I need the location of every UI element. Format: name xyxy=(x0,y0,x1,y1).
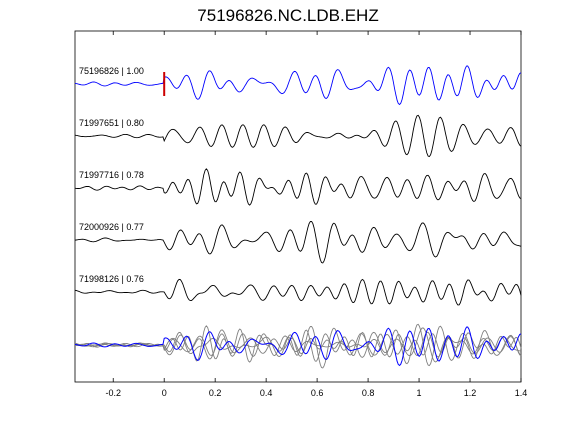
x-tick-label: 0.4 xyxy=(260,388,273,398)
trace-label-72000926: 72000926 | 0.77 xyxy=(79,222,144,232)
plot-frame xyxy=(74,30,522,383)
trace-line-72000926 xyxy=(74,220,522,264)
trace-label-71997651: 71997651 | 0.80 xyxy=(79,118,144,128)
x-tick-label: 0.2 xyxy=(209,388,222,398)
x-tick-label: 1.2 xyxy=(464,388,477,398)
x-tick-label: 0 xyxy=(162,388,167,398)
x-tick-label: 1 xyxy=(417,388,422,398)
trace-line-71998126 xyxy=(74,278,522,306)
stack-trace-71997651 xyxy=(74,323,522,367)
x-tick-label: 1.4 xyxy=(515,388,528,398)
trace-label-75196826: 75196826 | 1.00 xyxy=(79,66,144,76)
traces-layer: 75196826 | 1.00 71997651 | 0.80 71997716 |… xyxy=(74,65,522,306)
trace-line-71997716 xyxy=(74,168,522,206)
x-tick-label: -0.2 xyxy=(105,388,121,398)
x-tick-label: 0.8 xyxy=(362,388,375,398)
trace-label-71998126: 71998126 | 0.76 xyxy=(79,274,144,284)
trace-line-71997651 xyxy=(74,114,522,158)
stack-master-75196826 xyxy=(74,326,522,367)
trace-line-75196826 xyxy=(74,65,522,106)
stack-trace-71998126 xyxy=(74,331,522,359)
stack-layer xyxy=(74,323,522,369)
x-axis: -0.2 0 0.2 0.4 0.6 0.8 1 1.2 1.4 xyxy=(105,31,527,398)
trace-label-71997716: 71997716 | 0.78 xyxy=(79,170,144,180)
chart-title: 75196826.NC.LDB.EHZ xyxy=(197,6,379,25)
x-tick-label: 0.6 xyxy=(311,388,324,398)
